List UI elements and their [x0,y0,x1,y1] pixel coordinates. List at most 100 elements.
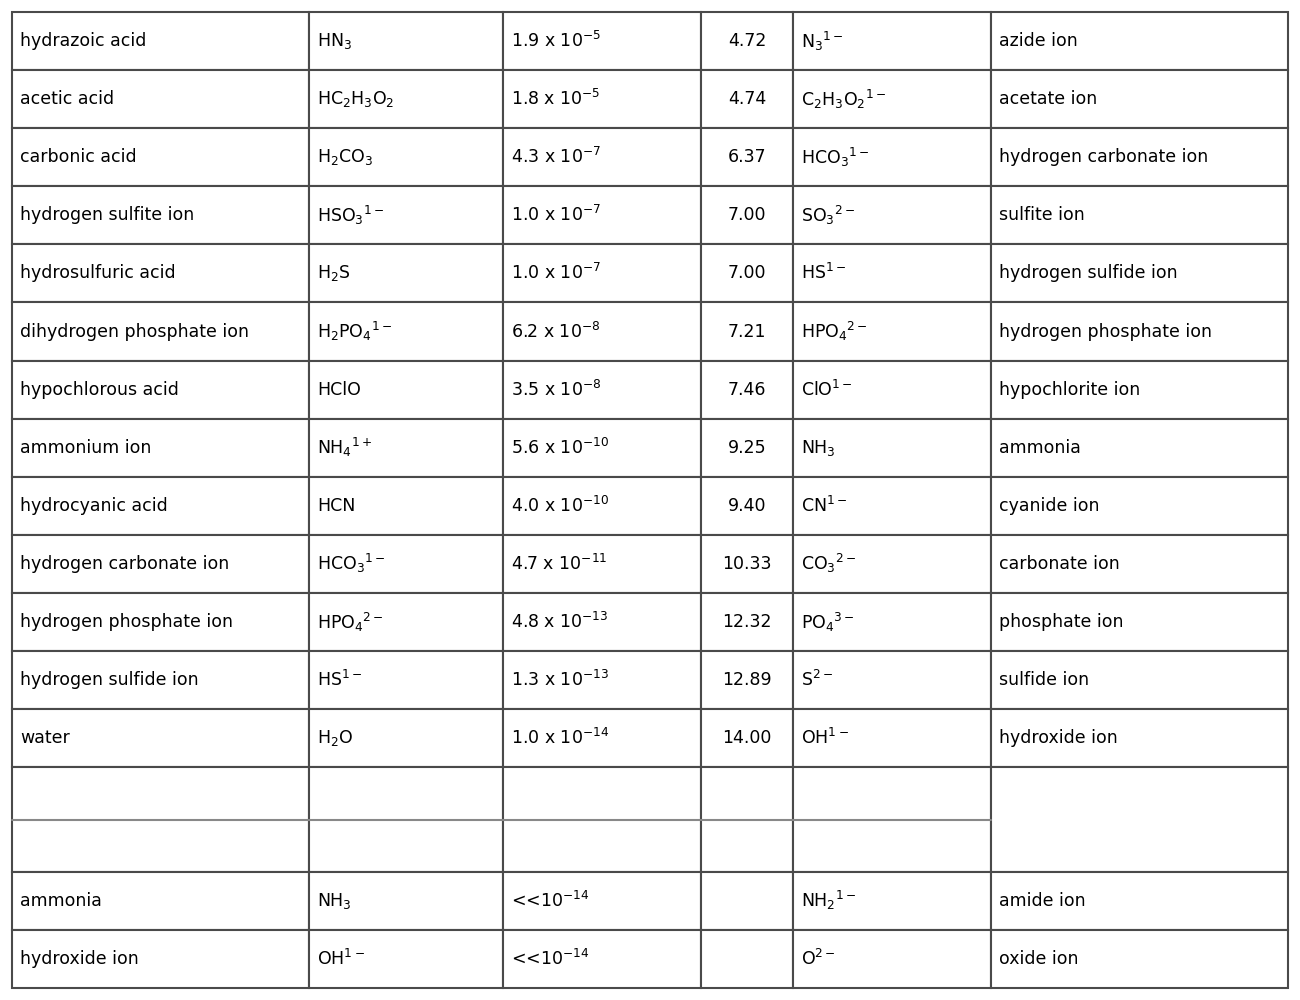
Bar [701,535,793,593]
Bar [12,872,309,930]
Bar [991,12,1288,70]
Bar [12,361,309,419]
Bar [309,593,503,651]
Text: H$_2$O: H$_2$O [317,728,354,748]
Text: 12.89: 12.89 [723,671,772,689]
Bar [701,930,793,988]
Bar [793,930,991,988]
Bar [701,477,793,535]
Bar [12,302,309,361]
Bar [793,709,991,767]
Text: 6.37: 6.37 [728,148,766,166]
Bar [701,872,793,930]
Text: HPO$_4$$^{2-}$: HPO$_4$$^{2-}$ [317,610,384,634]
Text: 1.3 x 10$^{-13}$: 1.3 x 10$^{-13}$ [511,670,610,690]
Text: 1.0 x 10$^{-7}$: 1.0 x 10$^{-7}$ [511,205,602,225]
Text: H$_2$S: H$_2$S [317,263,351,283]
Text: 1.8 x 10$^{-5}$: 1.8 x 10$^{-5}$ [511,89,601,109]
Bar [309,70,503,128]
Text: C$_2$H$_3$O$_2$$^{1-}$: C$_2$H$_3$O$_2$$^{1-}$ [801,88,887,111]
Bar [793,361,991,419]
Bar [991,930,1288,988]
Bar [503,477,701,535]
Bar [991,872,1288,930]
Text: dihydrogen phosphate ion: dihydrogen phosphate ion [20,323,250,341]
Text: 4.3 x 10$^{-7}$: 4.3 x 10$^{-7}$ [511,147,602,167]
Text: 6.2 x 10$^{-8}$: 6.2 x 10$^{-8}$ [511,321,601,342]
Bar [12,535,309,593]
Text: hydrogen carbonate ion: hydrogen carbonate ion [20,555,229,573]
Bar [503,12,701,70]
Bar [991,419,1288,477]
Bar [991,244,1288,302]
Bar [701,128,793,186]
Bar [701,361,793,419]
Text: H$_2$PO$_4$$^{1-}$: H$_2$PO$_4$$^{1-}$ [317,320,393,343]
Text: amide ion: amide ion [998,892,1086,910]
Text: hydrazoic acid: hydrazoic acid [20,32,147,50]
Text: O$^{2-}$: O$^{2-}$ [801,949,836,969]
Text: ammonia: ammonia [998,439,1080,457]
Bar [701,709,793,767]
Text: 7.21: 7.21 [728,323,766,341]
Bar [309,709,503,767]
Text: 1.0 x 10$^{-14}$: 1.0 x 10$^{-14}$ [511,728,610,748]
Bar [793,302,991,361]
Text: acetic acid: acetic acid [20,90,114,108]
Text: ClO$^{1-}$: ClO$^{1-}$ [801,380,853,400]
Text: HS$^{1-}$: HS$^{1-}$ [801,263,846,283]
Text: cyanide ion: cyanide ion [998,497,1100,515]
Text: ammonium ion: ammonium ion [20,439,151,457]
Bar [12,930,309,988]
Bar [309,535,503,593]
Bar [991,593,1288,651]
Bar [12,128,309,186]
Bar [309,930,503,988]
Bar [503,593,701,651]
Bar [991,302,1288,361]
Bar [991,361,1288,419]
Bar [991,186,1288,244]
Text: ammonia: ammonia [20,892,101,910]
Bar [701,593,793,651]
Bar [991,70,1288,128]
Text: OH$^{1-}$: OH$^{1-}$ [317,949,365,969]
Bar [701,70,793,128]
Bar [309,302,503,361]
Bar [793,70,991,128]
Bar [503,244,701,302]
Text: hydroxide ion: hydroxide ion [20,950,139,968]
Text: HCO$_3$$^{1-}$: HCO$_3$$^{1-}$ [317,552,386,575]
Text: 7.46: 7.46 [728,381,766,399]
Text: 4.74: 4.74 [728,90,766,108]
Bar [309,12,503,70]
Text: carbonate ion: carbonate ion [998,555,1119,573]
Bar [991,477,1288,535]
Text: 12.32: 12.32 [723,613,772,631]
Bar [309,477,503,535]
Text: hydroxide ion: hydroxide ion [998,729,1118,747]
Text: 3.5 x 10$^{-8}$: 3.5 x 10$^{-8}$ [511,380,602,400]
Text: NH$_3$: NH$_3$ [317,891,352,911]
Bar [503,186,701,244]
Bar [991,709,1288,767]
Bar [793,186,991,244]
Text: hydrogen sulfide ion: hydrogen sulfide ion [20,671,199,689]
Text: hydrogen phosphate ion: hydrogen phosphate ion [20,613,233,631]
Text: sulfide ion: sulfide ion [998,671,1089,689]
Text: CO$_3$$^{2-}$: CO$_3$$^{2-}$ [801,552,857,575]
Bar [701,302,793,361]
Text: 4.7 x 10$^{-11}$: 4.7 x 10$^{-11}$ [511,554,607,574]
Text: HCO$_3$$^{1-}$: HCO$_3$$^{1-}$ [801,146,870,169]
Bar [701,12,793,70]
Text: hydrogen sulfite ion: hydrogen sulfite ion [20,206,194,224]
Text: 1.0 x 10$^{-7}$: 1.0 x 10$^{-7}$ [511,263,602,283]
Text: carbonic acid: carbonic acid [20,148,136,166]
Bar [503,535,701,593]
Bar [701,419,793,477]
Text: HC$_2$H$_3$O$_2$: HC$_2$H$_3$O$_2$ [317,89,395,109]
Bar [309,419,503,477]
Bar [793,872,991,930]
Bar [12,767,309,872]
Bar [12,419,309,477]
